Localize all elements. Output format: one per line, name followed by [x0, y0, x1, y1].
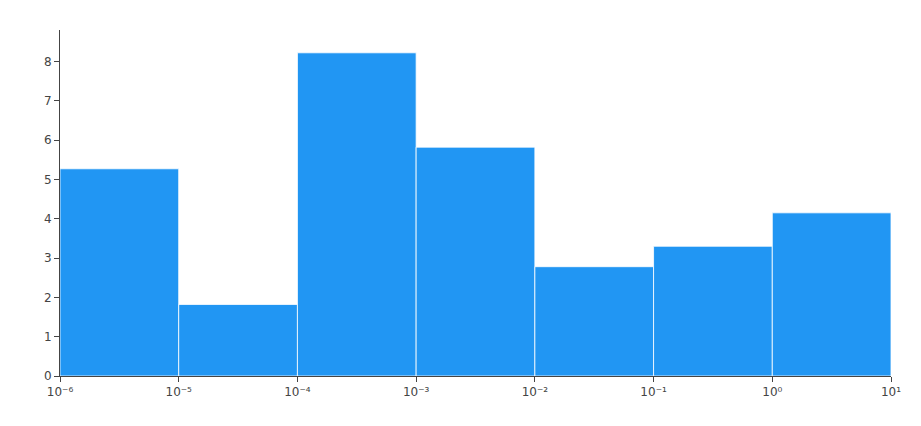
svg-text:10⁰: 10⁰: [762, 385, 782, 399]
svg-text:10⁻¹: 10⁻¹: [640, 385, 667, 399]
svg-text:10⁻³: 10⁻³: [403, 385, 430, 399]
svg-text:5: 5: [44, 173, 52, 187]
svg-text:4: 4: [44, 212, 52, 226]
svg-text:2: 2: [44, 291, 52, 305]
svg-text:8: 8: [44, 55, 52, 69]
svg-text:10⁻²: 10⁻²: [522, 385, 549, 399]
svg-text:6: 6: [44, 133, 52, 147]
svg-text:0: 0: [44, 369, 52, 383]
svg-text:10⁻⁴: 10⁻⁴: [284, 385, 311, 399]
svg-text:1: 1: [44, 330, 52, 344]
svg-text:10⁻⁵: 10⁻⁵: [165, 385, 192, 399]
svg-text:10¹: 10¹: [881, 385, 901, 399]
svg-text:7: 7: [44, 94, 52, 108]
svg-text:3: 3: [44, 251, 52, 265]
svg-text:10⁻⁶: 10⁻⁶: [47, 385, 74, 399]
